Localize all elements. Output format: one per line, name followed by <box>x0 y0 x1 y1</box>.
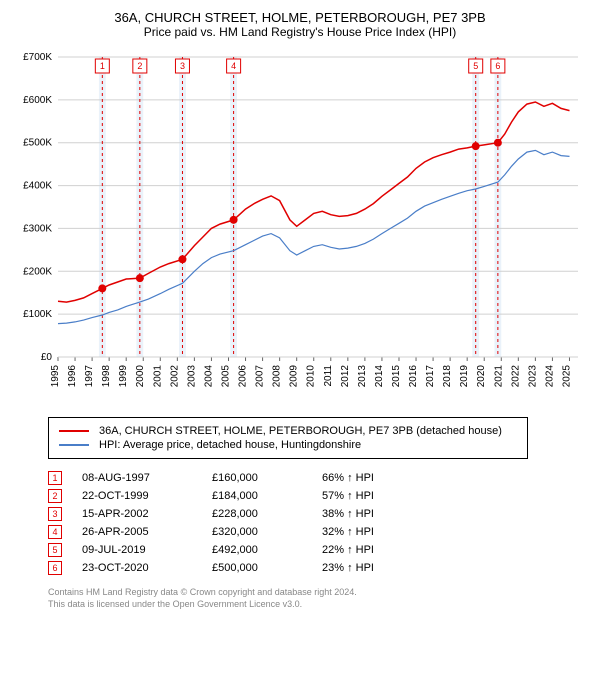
footer-line-1: Contains HM Land Registry data © Crown c… <box>48 587 588 599</box>
svg-text:2014: 2014 <box>374 365 385 388</box>
transaction-marker: 6 <box>48 561 62 575</box>
transaction-delta: 23% ↑ HPI <box>322 562 432 574</box>
svg-text:£700K: £700K <box>23 52 52 63</box>
svg-text:2003: 2003 <box>186 365 197 388</box>
footer-attribution: Contains HM Land Registry data © Crown c… <box>48 587 588 610</box>
legend-row: HPI: Average price, detached house, Hunt… <box>59 438 517 452</box>
svg-text:£300K: £300K <box>23 223 52 234</box>
svg-text:2006: 2006 <box>238 365 249 388</box>
svg-text:2021: 2021 <box>493 365 504 388</box>
chart-plot-area: £0 £100K £200K £300K £400K £500K £600K £700K 199… <box>12 47 588 407</box>
transaction-marker: 2 <box>48 489 62 503</box>
transaction-delta: 32% ↑ HPI <box>322 526 432 538</box>
svg-text:2009: 2009 <box>289 365 300 388</box>
svg-text:2022: 2022 <box>510 365 521 388</box>
transaction-date: 26-APR-2005 <box>82 526 212 538</box>
transaction-row: 2 22-OCT-1999£184,00057% ↑ HPI <box>48 487 588 505</box>
svg-text:2025: 2025 <box>561 365 572 388</box>
svg-text:2020: 2020 <box>476 365 487 388</box>
legend: 36A, CHURCH STREET, HOLME, PETERBOROUGH,… <box>48 417 528 459</box>
transaction-date: 15-APR-2002 <box>82 508 212 520</box>
transaction-marker: 4 <box>48 525 62 539</box>
transaction-marker: 1 <box>48 471 62 485</box>
svg-text:2000: 2000 <box>135 365 146 388</box>
transaction-price: £228,000 <box>212 508 322 520</box>
svg-text:2010: 2010 <box>306 365 317 388</box>
transaction-price: £492,000 <box>212 544 322 556</box>
legend-swatch <box>59 430 89 432</box>
svg-text:2007: 2007 <box>255 365 266 388</box>
chart-title: 36A, CHURCH STREET, HOLME, PETERBOROUGH,… <box>12 10 588 25</box>
transaction-row: 6 23-OCT-2020£500,00023% ↑ HPI <box>48 559 588 577</box>
svg-text:2002: 2002 <box>169 365 180 388</box>
svg-text:2008: 2008 <box>272 365 283 388</box>
transaction-delta: 66% ↑ HPI <box>322 472 432 484</box>
transaction-row: 4 26-APR-2005£320,00032% ↑ HPI <box>48 523 588 541</box>
svg-text:2016: 2016 <box>408 365 419 388</box>
svg-text:£200K: £200K <box>23 266 52 277</box>
legend-swatch <box>59 444 89 446</box>
svg-text:1999: 1999 <box>118 365 129 388</box>
transaction-date: 22-OCT-1999 <box>82 490 212 502</box>
svg-text:2004: 2004 <box>203 365 214 388</box>
svg-text:£500K: £500K <box>23 138 52 149</box>
svg-text:6: 6 <box>495 61 500 71</box>
chart-svg: £0 £100K £200K £300K £400K £500K £600K £700K 199… <box>12 47 588 407</box>
transaction-row: 3 15-APR-2002£228,00038% ↑ HPI <box>48 505 588 523</box>
svg-text:2018: 2018 <box>442 365 453 388</box>
svg-text:£600K: £600K <box>23 95 52 106</box>
svg-text:4: 4 <box>231 61 236 71</box>
svg-text:2012: 2012 <box>340 365 351 388</box>
transaction-delta: 57% ↑ HPI <box>322 490 432 502</box>
svg-text:2019: 2019 <box>459 365 470 388</box>
transaction-delta: 38% ↑ HPI <box>322 508 432 520</box>
svg-text:1996: 1996 <box>67 365 78 388</box>
legend-label: 36A, CHURCH STREET, HOLME, PETERBOROUGH,… <box>99 425 502 437</box>
chart-subtitle: Price paid vs. HM Land Registry's House … <box>12 25 588 39</box>
transaction-price: £500,000 <box>212 562 322 574</box>
transaction-delta: 22% ↑ HPI <box>322 544 432 556</box>
transaction-row: 5 09-JUL-2019£492,00022% ↑ HPI <box>48 541 588 559</box>
transaction-row: 1 08-AUG-1997£160,00066% ↑ HPI <box>48 469 588 487</box>
transaction-table: 1 08-AUG-1997£160,00066% ↑ HPI 2 22-OCT-199… <box>48 469 588 577</box>
svg-text:2024: 2024 <box>544 365 555 388</box>
transaction-price: £160,000 <box>212 472 322 484</box>
legend-label: HPI: Average price, detached house, Hunt… <box>99 439 361 451</box>
svg-text:1995: 1995 <box>50 365 61 388</box>
svg-text:2001: 2001 <box>152 365 163 388</box>
svg-text:2013: 2013 <box>357 365 368 388</box>
transaction-marker: 5 <box>48 543 62 557</box>
transaction-date: 08-AUG-1997 <box>82 472 212 484</box>
footer-line-2: This data is licensed under the Open Gov… <box>48 599 588 611</box>
svg-text:5: 5 <box>473 61 478 71</box>
svg-text:1998: 1998 <box>101 365 112 388</box>
chart-container: 36A, CHURCH STREET, HOLME, PETERBOROUGH,… <box>0 0 600 620</box>
svg-text:2011: 2011 <box>323 365 334 387</box>
transaction-date: 09-JUL-2019 <box>82 544 212 556</box>
transaction-marker: 3 <box>48 507 62 521</box>
svg-text:£100K: £100K <box>23 309 52 320</box>
svg-text:3: 3 <box>180 61 185 71</box>
svg-text:£400K: £400K <box>23 181 52 192</box>
legend-row: 36A, CHURCH STREET, HOLME, PETERBOROUGH,… <box>59 424 517 438</box>
svg-text:2005: 2005 <box>220 365 231 388</box>
transaction-price: £320,000 <box>212 526 322 538</box>
svg-text:2023: 2023 <box>527 365 538 388</box>
svg-text:2017: 2017 <box>425 365 436 388</box>
svg-text:2: 2 <box>137 61 142 71</box>
svg-text:1997: 1997 <box>84 365 95 388</box>
transaction-date: 23-OCT-2020 <box>82 562 212 574</box>
svg-text:1: 1 <box>100 61 105 71</box>
svg-text:£0: £0 <box>41 352 53 363</box>
svg-text:2015: 2015 <box>391 365 402 388</box>
transaction-price: £184,000 <box>212 490 322 502</box>
